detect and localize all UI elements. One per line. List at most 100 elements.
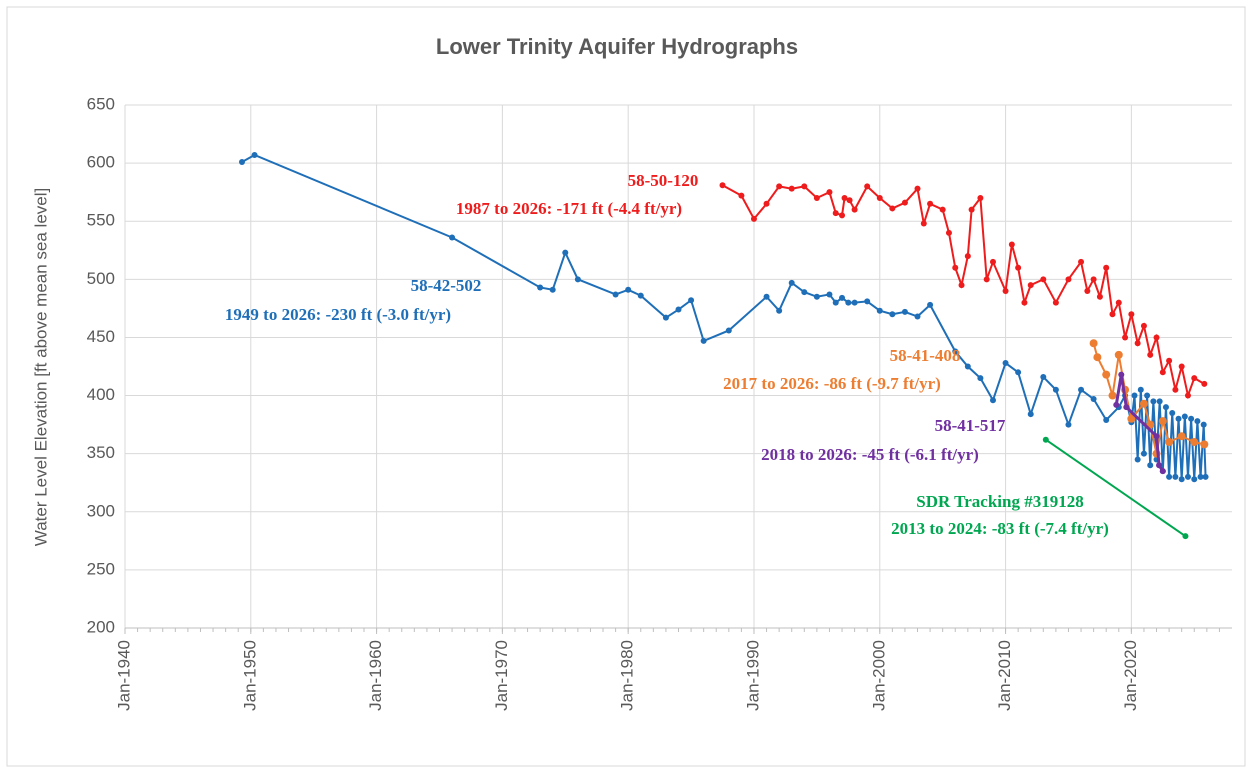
data-point [1090,396,1097,403]
data-point [1182,533,1189,540]
data-point [1008,241,1015,248]
data-point [1021,299,1028,306]
data-point [826,291,833,298]
data-point [750,215,757,222]
data-point [537,284,544,291]
data-point [813,194,820,201]
data-point [901,308,908,315]
data-point [977,194,984,201]
data-point [1166,473,1173,480]
data-point [1134,340,1141,347]
y-tick-label: 500 [87,269,115,288]
data-point [1015,369,1022,376]
data-point [927,301,934,308]
data-point [1159,369,1166,376]
data-point [1140,322,1147,329]
data-point [1102,370,1111,379]
data-point [1190,438,1199,447]
data-point [1114,350,1123,359]
data-point [914,185,921,192]
data-point [1140,450,1147,457]
data-point [964,363,971,370]
data-point [1178,363,1185,370]
data-point [841,194,848,201]
x-tick-label: Jan-1980 [618,640,637,711]
data-point [1156,398,1163,405]
data-point [1166,357,1173,364]
data-point [688,297,695,304]
data-point [1184,473,1191,480]
data-point [864,298,871,305]
annotation: 2018 to 2026: -45 ft (-6.1 ft/yr) [761,445,979,464]
data-point [1078,386,1085,393]
data-point [1181,413,1188,420]
data-point [738,192,745,199]
data-point [1084,287,1091,294]
data-point [1065,276,1072,283]
data-point [945,229,952,236]
y-tick-label: 400 [87,385,115,404]
x-tick-label: Jan-1950 [240,640,259,711]
annotation: SDR Tracking #319128 [916,492,1084,511]
x-tick-label: Jan-2010 [995,640,1014,711]
data-point [846,197,853,204]
data-point [549,286,556,293]
data-point [1122,334,1129,341]
data-point [952,264,959,271]
chart-title: Lower Trinity Aquifer Hydrographs [436,34,798,59]
data-point [1156,462,1163,469]
data-point [826,189,833,196]
data-point [927,200,934,207]
data-point [889,311,896,318]
data-point [725,327,732,334]
data-point [832,210,839,217]
data-point [920,220,927,227]
data-point [1027,411,1034,418]
y-tick-label: 450 [87,327,115,346]
data-point [1153,433,1160,440]
data-point [914,313,921,320]
annotation: 58-42-502 [411,276,482,295]
chart-frame [6,6,1246,767]
data-point [788,279,795,286]
data-point [801,289,808,296]
data-point [1131,392,1138,399]
data-point [968,206,975,213]
data-point [1144,392,1151,399]
data-point [763,293,770,300]
data-point [851,206,858,213]
data-point [977,375,984,382]
data-point [839,212,846,219]
data-point [1158,417,1167,426]
data-point [876,307,883,314]
data-point [675,306,682,313]
data-point [1184,392,1191,399]
data-point [1128,311,1135,318]
data-point [1103,264,1110,271]
data-point [1194,418,1201,425]
y-tick-label: 300 [87,501,115,520]
data-point [1089,339,1098,348]
data-point [1134,456,1141,463]
data-point [839,294,846,301]
data-point [612,291,619,298]
annotation: 1949 to 2026: -230 ft (-3.0 ft/yr) [225,305,451,324]
data-point [889,205,896,212]
data-point [625,286,632,293]
data-point [788,185,795,192]
data-point [864,183,871,190]
data-point [1200,440,1209,449]
data-point [1202,473,1209,480]
y-tick-label: 350 [87,443,115,462]
data-point [1015,264,1022,271]
data-point [1065,421,1072,428]
data-point [1191,375,1198,382]
data-point [1165,438,1174,447]
data-point [876,194,883,201]
data-point [1113,401,1120,408]
y-tick-label: 650 [87,94,115,113]
data-point [901,199,908,206]
data-point [1090,276,1097,283]
data-point [964,253,971,260]
